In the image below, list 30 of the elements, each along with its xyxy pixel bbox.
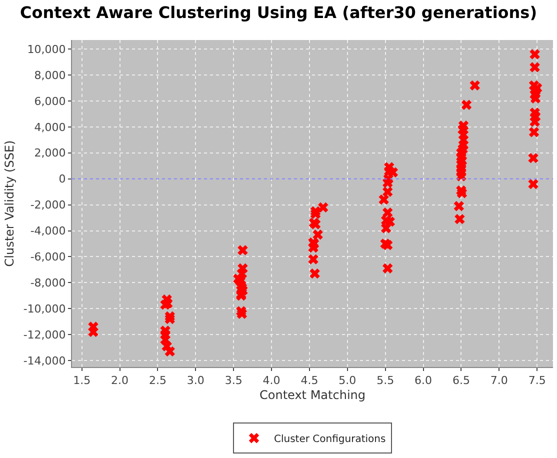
x-tick-label: 7.5: [528, 374, 546, 388]
y-tick-label: 10,000: [27, 42, 66, 56]
y-tick-label: 4,000: [34, 120, 66, 134]
y-tick-label: -4,000: [30, 224, 66, 238]
chart-title: Context Aware Clustering Using EA (after30 generations): [20, 3, 538, 22]
x-tick-label: 2.5: [148, 374, 166, 388]
y-tick-label: -12,000: [23, 328, 66, 342]
x-tick-label: 2.0: [111, 374, 129, 388]
y-tick-label: -14,000: [23, 354, 66, 368]
y-axis-title: Cluster Validity (SSE): [2, 140, 17, 267]
x-tick-label: 4.0: [262, 374, 280, 388]
x-tick-label: 6.0: [414, 374, 432, 388]
x-tick-label: 6.5: [452, 374, 470, 388]
y-tick-label: 2,000: [34, 146, 66, 160]
x-tick-label: 3.5: [224, 374, 242, 388]
x-axis-title: Context Matching: [260, 388, 366, 402]
y-tick-label: -6,000: [30, 250, 66, 264]
y-tick-label: 8,000: [34, 68, 66, 82]
x-tick-label: 1.5: [73, 374, 91, 388]
y-tick-label: -10,000: [23, 302, 66, 316]
x-tick-label: 3.0: [186, 374, 204, 388]
x-tick-label: 5.0: [338, 374, 356, 388]
x-tick-label: 5.5: [376, 374, 394, 388]
legend-label: Cluster Configurations: [274, 434, 386, 445]
x-tick-label: 4.5: [300, 374, 318, 388]
y-tick-label: 0: [58, 172, 66, 186]
y-tick-label: 6,000: [34, 94, 66, 108]
x-tick-label: 7.0: [490, 374, 508, 388]
y-tick-label: -2,000: [30, 198, 66, 212]
y-tick-label: -8,000: [30, 276, 66, 290]
